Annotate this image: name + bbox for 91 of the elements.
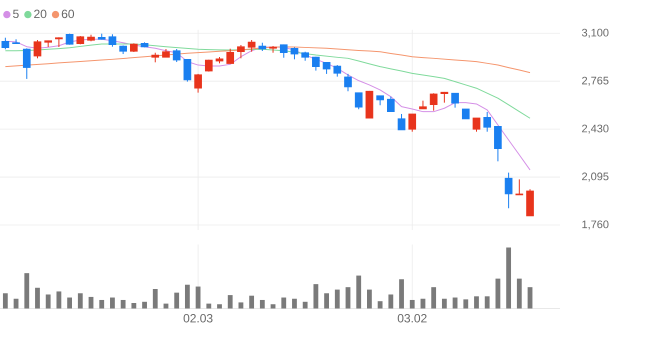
bar bbox=[388, 294, 394, 308]
bar bbox=[292, 298, 297, 308]
bar bbox=[420, 298, 426, 308]
bar bbox=[78, 293, 83, 308]
y-tick-label: 3,100 bbox=[582, 28, 609, 38]
bar bbox=[196, 286, 200, 308]
bar bbox=[399, 279, 404, 308]
candlestick bbox=[333, 64, 342, 78]
candlestick bbox=[22, 48, 31, 80]
candlestick bbox=[483, 111, 492, 132]
bar bbox=[249, 296, 254, 308]
candlestick bbox=[184, 58, 192, 82]
candlestick bbox=[108, 34, 116, 48]
candlestick bbox=[408, 113, 416, 132]
bar bbox=[88, 296, 94, 308]
bar bbox=[516, 278, 522, 308]
bar bbox=[67, 298, 72, 308]
bar bbox=[302, 302, 308, 308]
bar bbox=[238, 302, 244, 308]
bar bbox=[324, 293, 329, 308]
y-tick-label: 2,430 bbox=[582, 124, 609, 134]
bar bbox=[206, 304, 212, 308]
candlestick bbox=[504, 172, 512, 209]
candlestick bbox=[398, 113, 406, 130]
candlestick bbox=[376, 95, 384, 106]
legend-label: 60 bbox=[62, 10, 74, 18]
bar bbox=[367, 290, 372, 308]
bar bbox=[452, 298, 458, 308]
bar bbox=[484, 296, 490, 308]
x-tick-label: 02.03 bbox=[184, 314, 213, 322]
bar bbox=[110, 298, 115, 308]
candlestick bbox=[462, 108, 470, 120]
candlestick bbox=[344, 73, 352, 92]
bar bbox=[410, 300, 415, 308]
candlestick bbox=[194, 73, 202, 94]
bar bbox=[56, 291, 62, 308]
candlestick bbox=[312, 56, 320, 72]
candlestick bbox=[515, 178, 524, 196]
candlestick bbox=[248, 40, 256, 52]
bar bbox=[99, 300, 104, 308]
bar bbox=[142, 302, 147, 308]
bar bbox=[174, 292, 180, 308]
y-tick-label: 2,765 bbox=[582, 76, 608, 86]
bar bbox=[2, 293, 8, 308]
bar bbox=[131, 303, 136, 308]
bar bbox=[378, 301, 383, 308]
bar bbox=[442, 298, 447, 308]
bar bbox=[356, 276, 362, 308]
candlestick bbox=[290, 46, 298, 60]
candlestick bbox=[494, 126, 502, 162]
bar bbox=[35, 288, 40, 308]
bar bbox=[228, 295, 233, 308]
x-tick-label: 03.02 bbox=[398, 314, 427, 322]
bar bbox=[431, 287, 436, 308]
bar bbox=[24, 273, 30, 308]
candlestick bbox=[280, 44, 288, 58]
bar bbox=[346, 287, 350, 308]
bar bbox=[463, 299, 468, 308]
bar bbox=[184, 284, 190, 308]
candlestick bbox=[386, 96, 395, 112]
bar bbox=[313, 284, 318, 308]
candlestick bbox=[237, 44, 245, 59]
bar bbox=[164, 304, 168, 308]
bar bbox=[495, 278, 500, 308]
bar bbox=[528, 287, 532, 308]
y-tick-label: 2,095 bbox=[582, 172, 608, 182]
candlestick bbox=[301, 51, 309, 62]
bar bbox=[217, 304, 222, 308]
candlestick bbox=[151, 52, 160, 63]
bar bbox=[474, 296, 479, 308]
bar bbox=[334, 290, 340, 308]
candlestick bbox=[2, 37, 10, 50]
bar bbox=[120, 300, 126, 308]
legend-label: 5 bbox=[13, 10, 19, 18]
bar bbox=[14, 298, 18, 308]
bar bbox=[281, 298, 286, 308]
candlestick bbox=[472, 117, 480, 132]
legend-label: 20 bbox=[34, 10, 46, 18]
bar bbox=[260, 300, 265, 308]
bar bbox=[152, 288, 158, 308]
candlestick bbox=[34, 40, 42, 59]
candlestick bbox=[354, 92, 363, 110]
candlestick bbox=[430, 92, 438, 112]
candlestick bbox=[322, 62, 330, 74]
candlestick bbox=[451, 92, 459, 108]
y-tick-label: 1,760 bbox=[582, 220, 609, 230]
bar bbox=[506, 248, 512, 308]
candlestick bbox=[226, 48, 234, 64]
candlestick bbox=[172, 48, 181, 63]
bar bbox=[46, 294, 51, 308]
bar bbox=[270, 304, 276, 308]
